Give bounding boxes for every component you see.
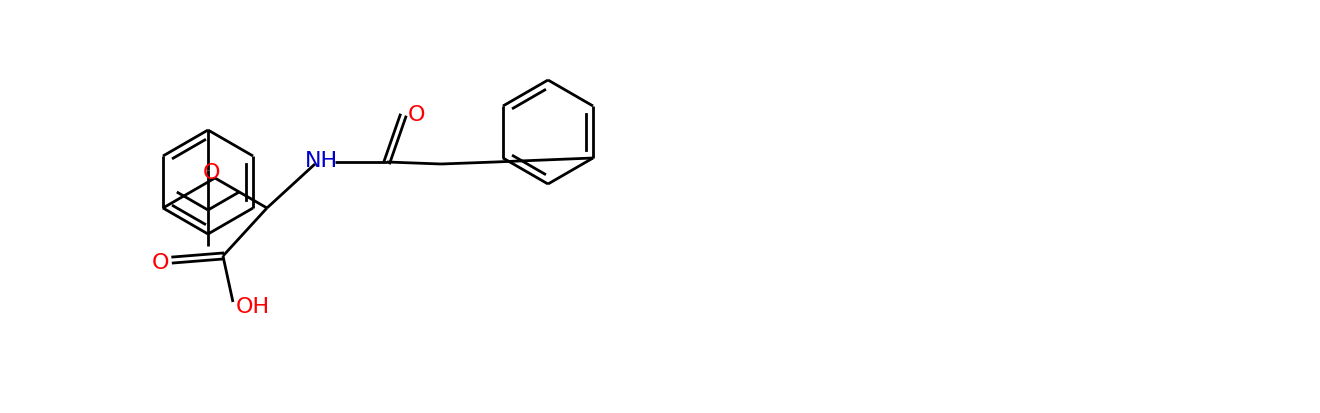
- Text: NH: NH: [305, 151, 338, 171]
- Text: O: O: [202, 163, 219, 183]
- Text: O: O: [408, 105, 426, 125]
- Text: OH: OH: [236, 296, 271, 316]
- Text: O: O: [152, 252, 170, 272]
